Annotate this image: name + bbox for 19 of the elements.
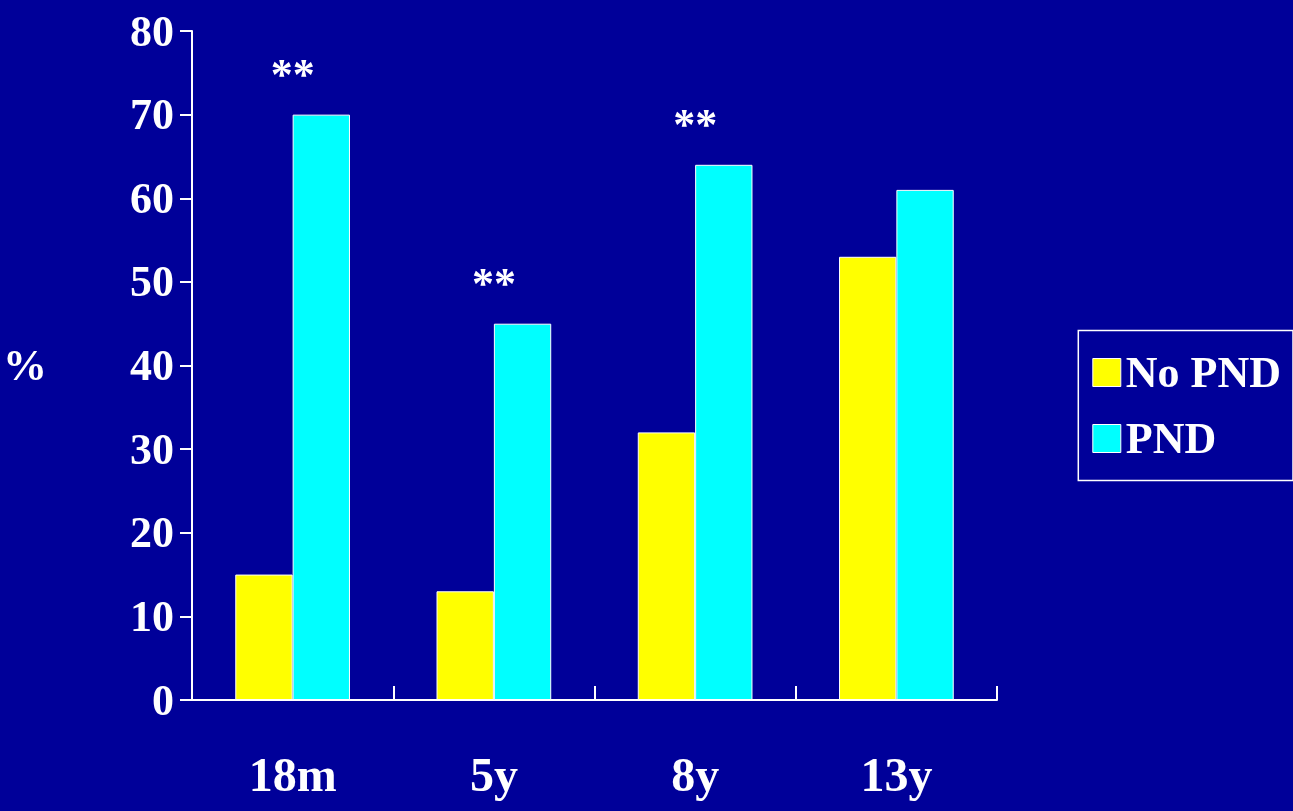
- x-tick-label: 18m: [248, 747, 337, 801]
- annotation: **: [471, 259, 516, 309]
- y-tick-label: 80: [130, 6, 174, 56]
- legend-label: No PND: [1125, 348, 1281, 397]
- y-tick-label: 10: [130, 591, 174, 641]
- y-tick-label: 20: [130, 508, 174, 558]
- y-tick-label: 0: [152, 675, 174, 725]
- y-tick-label: 50: [130, 257, 174, 307]
- legend-label: PND: [1125, 414, 1217, 463]
- annotation: **: [270, 50, 315, 100]
- y-tick-label: 30: [130, 424, 174, 474]
- annotation: **: [673, 100, 718, 150]
- y-tick-label: 70: [130, 90, 174, 140]
- x-tick-label: 13y: [860, 747, 933, 801]
- y-tick-label: 60: [130, 173, 174, 223]
- y-tick-label: 40: [130, 341, 174, 390]
- x-tick-label: 5y: [469, 747, 518, 801]
- y-axis-title: %: [3, 341, 47, 390]
- x-tick-label: 8y: [671, 747, 720, 801]
